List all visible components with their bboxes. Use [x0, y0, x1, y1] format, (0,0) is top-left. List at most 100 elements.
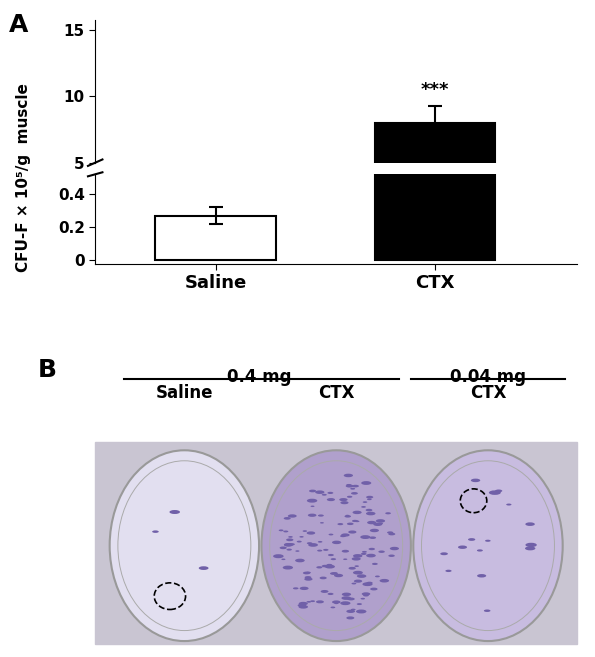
- Ellipse shape: [366, 554, 376, 557]
- Ellipse shape: [309, 489, 316, 492]
- Ellipse shape: [299, 602, 308, 605]
- Text: B: B: [37, 357, 57, 382]
- Ellipse shape: [288, 514, 297, 518]
- Ellipse shape: [353, 571, 363, 574]
- Ellipse shape: [489, 490, 501, 495]
- Ellipse shape: [339, 498, 347, 501]
- Ellipse shape: [306, 572, 311, 574]
- Ellipse shape: [348, 530, 356, 533]
- Ellipse shape: [283, 566, 293, 570]
- Text: CFU-F × 10⁵/g  muscle: CFU-F × 10⁵/g muscle: [16, 83, 32, 272]
- Ellipse shape: [385, 512, 391, 514]
- Ellipse shape: [355, 565, 359, 567]
- Ellipse shape: [525, 522, 535, 526]
- Ellipse shape: [308, 514, 317, 517]
- Ellipse shape: [316, 600, 324, 603]
- Ellipse shape: [273, 555, 284, 558]
- Ellipse shape: [355, 520, 359, 522]
- Bar: [95, 442, 577, 644]
- Ellipse shape: [525, 547, 536, 551]
- Ellipse shape: [327, 492, 333, 494]
- Ellipse shape: [342, 550, 349, 553]
- Ellipse shape: [342, 597, 351, 600]
- Ellipse shape: [421, 461, 555, 631]
- Ellipse shape: [357, 574, 367, 578]
- Ellipse shape: [346, 610, 355, 613]
- Ellipse shape: [367, 499, 372, 500]
- Ellipse shape: [446, 570, 452, 572]
- Ellipse shape: [346, 485, 353, 487]
- Ellipse shape: [170, 510, 180, 514]
- Ellipse shape: [320, 522, 324, 524]
- Text: 0.4 mg: 0.4 mg: [227, 367, 292, 386]
- Ellipse shape: [300, 587, 309, 590]
- Ellipse shape: [353, 554, 362, 558]
- Ellipse shape: [341, 533, 350, 537]
- Ellipse shape: [375, 576, 380, 578]
- Ellipse shape: [278, 530, 284, 532]
- Ellipse shape: [293, 587, 299, 589]
- Ellipse shape: [327, 564, 332, 566]
- Ellipse shape: [350, 487, 355, 489]
- Ellipse shape: [506, 503, 512, 505]
- Ellipse shape: [345, 515, 351, 518]
- Ellipse shape: [320, 577, 327, 579]
- Ellipse shape: [342, 593, 351, 596]
- Ellipse shape: [347, 522, 353, 525]
- Ellipse shape: [283, 530, 289, 532]
- Ellipse shape: [307, 499, 317, 503]
- Ellipse shape: [352, 583, 356, 585]
- Ellipse shape: [325, 565, 335, 568]
- Ellipse shape: [368, 548, 375, 550]
- Text: A: A: [8, 12, 28, 37]
- Ellipse shape: [284, 517, 291, 520]
- Ellipse shape: [361, 553, 367, 555]
- Ellipse shape: [347, 597, 355, 600]
- Ellipse shape: [331, 558, 336, 560]
- Ellipse shape: [356, 610, 367, 614]
- Bar: [155, 225, 276, 229]
- Ellipse shape: [352, 520, 358, 522]
- Ellipse shape: [334, 574, 343, 578]
- Text: CTX: CTX: [469, 384, 506, 402]
- Ellipse shape: [270, 461, 403, 631]
- Ellipse shape: [352, 485, 359, 487]
- Ellipse shape: [280, 547, 287, 549]
- Ellipse shape: [477, 549, 483, 552]
- Ellipse shape: [281, 558, 286, 560]
- Ellipse shape: [344, 474, 353, 477]
- Ellipse shape: [370, 529, 379, 532]
- Ellipse shape: [288, 543, 295, 545]
- Ellipse shape: [367, 581, 372, 584]
- Ellipse shape: [354, 579, 362, 583]
- Ellipse shape: [346, 484, 352, 486]
- Ellipse shape: [328, 593, 334, 595]
- Ellipse shape: [361, 481, 371, 485]
- Ellipse shape: [367, 521, 376, 524]
- Ellipse shape: [286, 549, 292, 551]
- Ellipse shape: [370, 587, 378, 591]
- Ellipse shape: [351, 608, 356, 610]
- Ellipse shape: [330, 499, 334, 500]
- Ellipse shape: [357, 603, 362, 605]
- Ellipse shape: [365, 509, 372, 511]
- Ellipse shape: [295, 551, 299, 552]
- Ellipse shape: [471, 478, 480, 482]
- Ellipse shape: [330, 606, 335, 608]
- Ellipse shape: [440, 553, 448, 555]
- Ellipse shape: [389, 533, 395, 535]
- Ellipse shape: [323, 549, 328, 551]
- Ellipse shape: [389, 555, 394, 557]
- Ellipse shape: [303, 572, 310, 574]
- Ellipse shape: [284, 543, 292, 546]
- Ellipse shape: [317, 566, 322, 568]
- Ellipse shape: [372, 563, 378, 565]
- Ellipse shape: [376, 519, 385, 523]
- Ellipse shape: [477, 574, 486, 578]
- Ellipse shape: [286, 539, 293, 541]
- Ellipse shape: [369, 536, 376, 539]
- Ellipse shape: [343, 558, 347, 560]
- Ellipse shape: [306, 601, 311, 602]
- Ellipse shape: [307, 542, 312, 544]
- Ellipse shape: [378, 522, 383, 524]
